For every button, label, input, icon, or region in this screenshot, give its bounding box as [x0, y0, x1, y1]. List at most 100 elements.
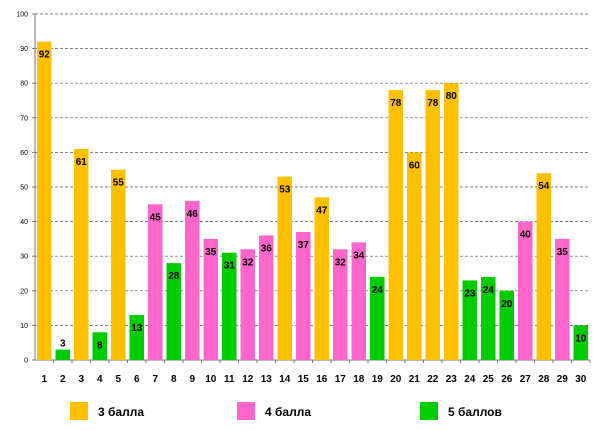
bars [37, 41, 588, 361]
data-label: 40 [520, 230, 532, 241]
bar [481, 276, 496, 360]
data-label: 28 [168, 271, 180, 282]
x-tick-label: 23 [446, 374, 458, 385]
legend-swatch [237, 402, 255, 420]
bar [240, 249, 255, 360]
bar [111, 169, 126, 360]
bar [166, 263, 181, 360]
x-tick-label: 12 [242, 374, 254, 385]
x-tick-label: 13 [261, 374, 273, 385]
x-tick-label: 10 [205, 374, 217, 385]
data-label: 46 [187, 209, 199, 220]
y-tick-label: 40 [20, 219, 28, 226]
x-tick-label: 17 [335, 374, 347, 385]
bar [518, 221, 533, 360]
x-tick-label: 8 [171, 374, 177, 385]
data-label: 32 [242, 257, 254, 268]
data-label: 34 [353, 250, 365, 261]
x-tick-label: 16 [316, 374, 328, 385]
x-tick-label: 20 [390, 374, 402, 385]
y-tick-label: 0 [24, 358, 28, 365]
data-label: 61 [76, 157, 88, 168]
data-label: 55 [113, 178, 125, 189]
bar [444, 83, 459, 360]
data-label: 54 [538, 181, 550, 192]
x-tick-label: 26 [501, 374, 513, 385]
data-label: 80 [446, 91, 458, 102]
x-tick-label: 19 [372, 374, 384, 385]
data-label: 20 [501, 299, 513, 310]
bar [425, 90, 440, 361]
data-label: 60 [409, 160, 421, 171]
bar [573, 325, 588, 360]
data-label: 92 [39, 50, 51, 61]
x-tick-label: 11 [224, 374, 235, 385]
x-tick-label: 18 [353, 374, 365, 385]
x-tick-label: 24 [464, 374, 476, 385]
x-tick-label: 3 [78, 374, 84, 385]
gridlines [35, 13, 590, 326]
axes [32, 13, 591, 363]
x-tick-label: 22 [427, 374, 439, 385]
x-tick-label: 25 [483, 374, 495, 385]
y-tick-label: 30 [20, 254, 28, 261]
legend-label: 3 балла [98, 405, 144, 419]
data-label: 10 [575, 333, 587, 344]
bar [203, 238, 218, 360]
data-label: 13 [131, 323, 143, 334]
x-tick-label: 15 [298, 374, 310, 385]
data-labels: 92 3 61 8 55 13 45 28 46 35 31 32 36 53 37 47 32 34 24 78 60… [39, 50, 587, 352]
x-tick-labels: 1 2 3 4 5 6 7 8 9 10 11 12 13 14 15 16 17 18 19 20 21 22 23 24 2… [41, 374, 586, 385]
bar [37, 41, 52, 361]
x-tick-label: 2 [60, 374, 66, 385]
legend-label: 5 баллов [448, 405, 502, 419]
legend-swatch [70, 402, 88, 420]
bar [314, 197, 329, 360]
data-label: 78 [390, 98, 402, 109]
data-label: 37 [298, 240, 310, 251]
data-label: 35 [557, 247, 569, 258]
bar [462, 280, 477, 360]
x-tick-label: 6 [134, 374, 140, 385]
bar [351, 242, 366, 360]
y-tick-label: 50 [20, 185, 28, 192]
data-label: 3 [60, 339, 66, 350]
y-tick-label: 100 [16, 12, 28, 19]
bar [333, 249, 348, 360]
data-label: 32 [335, 257, 347, 268]
bar [92, 332, 107, 360]
y-tick-label: 10 [20, 323, 28, 330]
data-label: 78 [427, 98, 439, 109]
y-tick-label: 70 [20, 115, 28, 122]
bar [296, 231, 311, 360]
x-tick-label: 14 [279, 374, 291, 385]
bar [74, 148, 89, 360]
bar [555, 238, 570, 360]
bar [129, 315, 144, 360]
data-label: 24 [483, 285, 495, 296]
data-label: 23 [464, 288, 476, 299]
data-label: 8 [97, 340, 103, 351]
bar [259, 235, 274, 360]
x-tick-label: 30 [575, 374, 587, 385]
y-tick-label: 60 [20, 150, 28, 157]
data-label: 45 [150, 212, 162, 223]
legend-swatch [420, 402, 438, 420]
x-tick-label: 27 [520, 374, 532, 385]
y-tick-label: 80 [20, 81, 28, 88]
x-tick-label: 7 [152, 374, 158, 385]
bar [388, 90, 403, 361]
x-tick-label: 21 [409, 374, 421, 385]
x-tick-label: 5 [115, 374, 121, 385]
y-tick-label: 20 [20, 288, 28, 295]
data-label: 24 [372, 285, 384, 296]
x-tick-label: 28 [538, 374, 550, 385]
data-label: 35 [205, 247, 217, 258]
data-label: 36 [261, 243, 273, 254]
data-label: 47 [316, 205, 328, 216]
bar [370, 276, 385, 360]
bar [499, 290, 514, 360]
bar [222, 252, 237, 360]
x-tick-label: 29 [557, 374, 569, 385]
